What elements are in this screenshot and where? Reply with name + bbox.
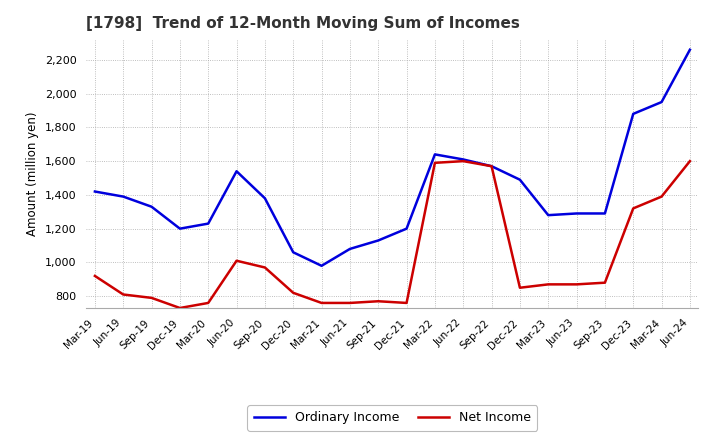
Ordinary Income (261, 196, 269, 201)
Ordinary Income (600, 211, 609, 216)
Net Income (148, 295, 156, 301)
Net Income (346, 300, 354, 305)
Net Income (204, 300, 212, 305)
Ordinary Income (402, 226, 411, 231)
Ordinary Income (91, 189, 99, 194)
Ordinary Income (629, 111, 637, 117)
Net Income (289, 290, 297, 295)
Ordinary Income (487, 164, 496, 169)
Legend: Ordinary Income, Net Income: Ordinary Income, Net Income (248, 405, 537, 431)
Ordinary Income (431, 152, 439, 157)
Net Income (431, 160, 439, 165)
Y-axis label: Amount (million yen): Amount (million yen) (27, 112, 40, 236)
Net Income (572, 282, 581, 287)
Net Income (487, 164, 496, 169)
Text: [1798]  Trend of 12-Month Moving Sum of Incomes: [1798] Trend of 12-Month Moving Sum of I… (86, 16, 521, 32)
Line: Net Income: Net Income (95, 161, 690, 308)
Ordinary Income (346, 246, 354, 252)
Line: Ordinary Income: Ordinary Income (95, 50, 690, 266)
Ordinary Income (233, 169, 241, 174)
Net Income (685, 158, 694, 164)
Ordinary Income (148, 204, 156, 209)
Ordinary Income (685, 47, 694, 52)
Ordinary Income (459, 157, 467, 162)
Ordinary Income (176, 226, 184, 231)
Ordinary Income (572, 211, 581, 216)
Ordinary Income (374, 238, 382, 243)
Ordinary Income (289, 249, 297, 255)
Net Income (374, 299, 382, 304)
Net Income (600, 280, 609, 285)
Net Income (233, 258, 241, 264)
Ordinary Income (544, 213, 552, 218)
Ordinary Income (119, 194, 127, 199)
Ordinary Income (657, 99, 666, 105)
Net Income (402, 300, 411, 305)
Net Income (516, 285, 524, 290)
Net Income (459, 158, 467, 164)
Ordinary Income (318, 263, 326, 268)
Net Income (318, 300, 326, 305)
Net Income (657, 194, 666, 199)
Net Income (119, 292, 127, 297)
Ordinary Income (204, 221, 212, 226)
Net Income (261, 265, 269, 270)
Net Income (629, 206, 637, 211)
Ordinary Income (516, 177, 524, 182)
Net Income (176, 305, 184, 311)
Net Income (91, 273, 99, 279)
Net Income (544, 282, 552, 287)
